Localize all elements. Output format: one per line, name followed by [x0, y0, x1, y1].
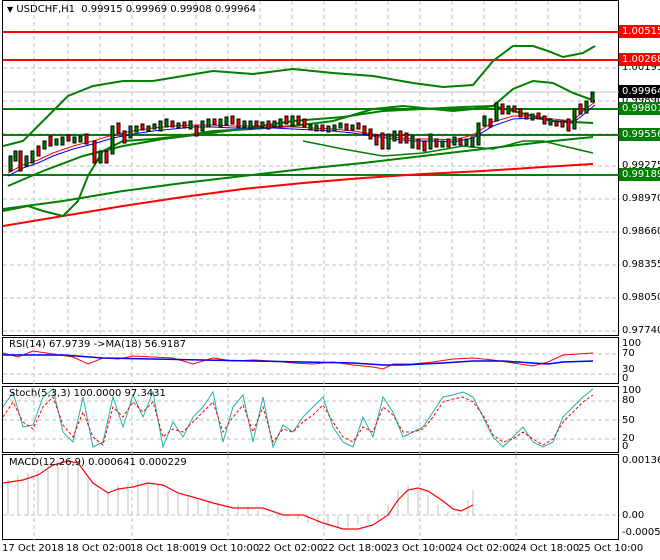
- stoch-tick: 50: [622, 415, 635, 426]
- ohlc-values: 0.99915 0.99969 0.99908 0.99964: [81, 4, 257, 15]
- resistance-tag: 1.00268: [619, 53, 660, 66]
- time-label: 18 Oct 18:00: [130, 543, 196, 554]
- triangle-down-icon[interactable]: ▼: [7, 5, 14, 14]
- stoch-tick: 80: [622, 395, 635, 406]
- support-tag: 0.99189: [619, 168, 660, 181]
- price-tick: 1.00195: [622, 62, 660, 73]
- rsi-tick: 30: [622, 364, 635, 375]
- price-chart-panel[interactable]: ▼ USDCHF,H1 0.99915 0.99969 0.99908 0.99…: [2, 0, 620, 337]
- last-price-tag: 0.99964: [619, 85, 660, 98]
- price-tick: 0.98970: [622, 193, 660, 204]
- macd-tick: -0.000525: [622, 527, 660, 538]
- time-label: 17 Oct 2018: [2, 543, 64, 554]
- macd-canvas: [3, 455, 620, 541]
- rsi-tick: 70: [622, 348, 635, 359]
- resistance-tag: 1.00515: [619, 25, 660, 38]
- macd-tick: 0.001369: [622, 455, 660, 466]
- time-label: 19 Oct 10:00: [194, 543, 260, 554]
- stoch-tick: 0: [622, 441, 629, 452]
- rsi-canvas: [3, 338, 620, 385]
- price-tick: 0.99275: [622, 160, 660, 171]
- symbol-name: USDCHF,H1: [16, 4, 76, 15]
- price-chart-canvas: [3, 1, 620, 337]
- price-tick: 0.99890: [622, 95, 660, 106]
- rsi-tick: 0: [622, 373, 629, 384]
- macd-tick: 0.00: [622, 510, 645, 521]
- time-label: 25 Oct 10:00: [578, 543, 644, 554]
- rsi-tick: 100: [622, 338, 642, 349]
- time-label: 24 Oct 18:00: [514, 543, 580, 554]
- price-tick: 0.98050: [622, 292, 660, 303]
- stoch-tick: 20: [622, 433, 635, 444]
- support-tag: 0.99556: [619, 128, 660, 141]
- price-tick: 0.98355: [622, 259, 660, 270]
- time-label: 22 Oct 02:00: [258, 543, 324, 554]
- support-tag: 0.99801: [619, 102, 660, 115]
- time-label: 22 Oct 18:00: [322, 543, 388, 554]
- time-label: 23 Oct 10:00: [386, 543, 452, 554]
- price-tick: 0.98660: [622, 226, 660, 237]
- price-tick: 0.97740: [622, 325, 660, 336]
- rsi-title: RSI(14) 67.9739 ->MA(18) 56.9187: [9, 339, 186, 350]
- macd-title: MACD(12,26,9) 0.000641 0.000229: [9, 457, 187, 468]
- symbol-header: ▼ USDCHF,H1 0.99915 0.99969 0.99908 0.99…: [7, 4, 256, 15]
- time-label: 24 Oct 02:00: [450, 543, 516, 554]
- stoch-panel[interactable]: Stoch(5,3,3) 100.0000 97.3431: [2, 386, 620, 454]
- macd-panel[interactable]: MACD(12,26,9) 0.000641 0.000229: [2, 454, 620, 541]
- time-label: 18 Oct 02:00: [66, 543, 132, 554]
- rsi-panel[interactable]: RSI(14) 67.9739 ->MA(18) 56.9187: [2, 337, 620, 385]
- stoch-canvas: [3, 387, 620, 454]
- stoch-title: Stoch(5,3,3) 100.0000 97.3431: [9, 388, 166, 399]
- stoch-tick: 100: [622, 385, 642, 396]
